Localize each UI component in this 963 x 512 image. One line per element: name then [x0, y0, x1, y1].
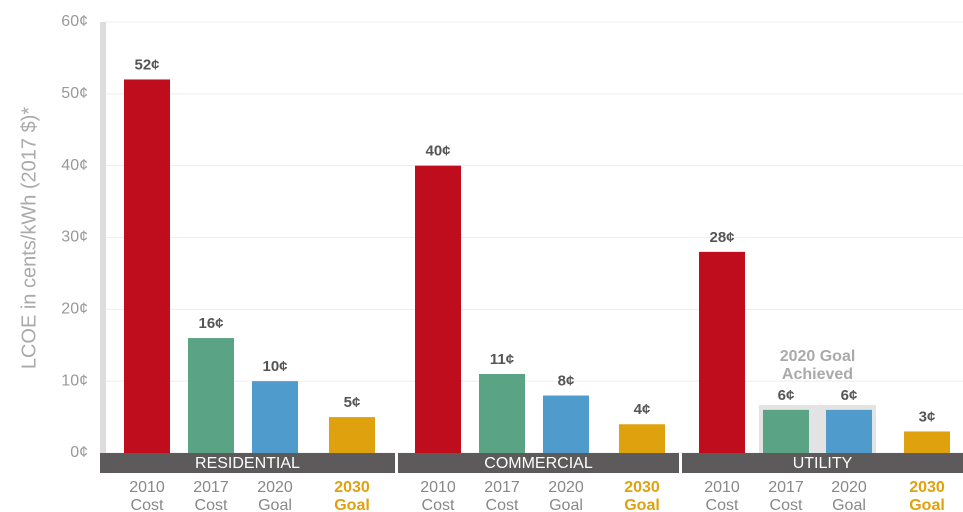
group-label: UTILITY — [793, 455, 853, 472]
bar — [699, 251, 745, 453]
y-axis-label: LCOE in cents/kWh (2017 $)* — [18, 107, 40, 370]
y-tick-label: 50¢ — [61, 85, 88, 102]
x-tick-label: 2017 — [193, 479, 229, 496]
x-tick-label: 2010 — [129, 479, 165, 496]
x-tick-label: Goal — [549, 497, 583, 512]
x-tick-label: Goal — [258, 497, 292, 512]
value-label: 11¢ — [490, 351, 514, 368]
value-label: 3¢ — [919, 408, 936, 425]
y-tick-label: 10¢ — [61, 372, 88, 389]
x-tick-label: 2020 — [831, 479, 867, 496]
bar — [619, 424, 665, 453]
x-tick-label: Cost — [195, 497, 228, 512]
bar — [329, 417, 375, 453]
x-tick-label: Cost — [706, 497, 739, 512]
value-label: 10¢ — [262, 358, 287, 375]
y-tick-label: 0¢ — [70, 444, 88, 461]
x-tick-label: 2017 — [768, 479, 804, 496]
x-tick-label: 2017 — [484, 479, 520, 496]
y-tick-label: 20¢ — [61, 301, 88, 318]
axis-bar — [100, 22, 106, 453]
x-tick-label: Cost — [422, 497, 455, 512]
group-label: RESIDENTIAL — [195, 455, 300, 472]
x-tick-label: Cost — [486, 497, 519, 512]
value-label: 5¢ — [344, 394, 361, 411]
bar — [415, 165, 461, 453]
value-label: 28¢ — [709, 229, 734, 246]
x-tick-label: Cost — [770, 497, 803, 512]
x-tick-label: Goal — [624, 497, 660, 512]
annotation-text: Achieved — [782, 366, 853, 383]
bar — [188, 338, 234, 453]
value-label: 6¢ — [778, 387, 795, 404]
group-band — [682, 453, 963, 473]
value-label: 40¢ — [425, 143, 450, 160]
annotation-text: 2020 Goal — [780, 348, 856, 365]
x-tick-label: Goal — [909, 497, 945, 512]
bar — [252, 381, 298, 453]
group-band — [398, 453, 679, 473]
y-tick-label: 30¢ — [61, 229, 88, 246]
bar — [826, 409, 872, 453]
bar — [124, 79, 170, 453]
y-tick-label: 40¢ — [61, 157, 88, 174]
group-band — [100, 453, 395, 473]
x-tick-label: 2010 — [420, 479, 456, 496]
x-tick-label: 2020 — [257, 479, 293, 496]
x-tick-label: 2020 — [548, 479, 584, 496]
x-tick-label: 2030 — [909, 479, 945, 496]
x-tick-label: 2010 — [704, 479, 740, 496]
value-label: 6¢ — [841, 387, 858, 404]
bar — [543, 395, 589, 453]
value-label: 4¢ — [634, 401, 651, 418]
value-label: 16¢ — [198, 315, 223, 332]
bar — [904, 431, 950, 453]
x-tick-label: 2030 — [334, 479, 370, 496]
value-label: 8¢ — [558, 373, 575, 390]
y-tick-label: 60¢ — [61, 13, 88, 30]
x-tick-label: Goal — [334, 497, 370, 512]
bar — [763, 409, 809, 453]
x-tick-label: Goal — [832, 497, 866, 512]
x-tick-label: 2030 — [624, 479, 660, 496]
group-label: COMMERCIAL — [484, 455, 593, 472]
bar — [479, 373, 525, 453]
x-tick-label: Cost — [131, 497, 164, 512]
value-label: 52¢ — [134, 56, 159, 73]
